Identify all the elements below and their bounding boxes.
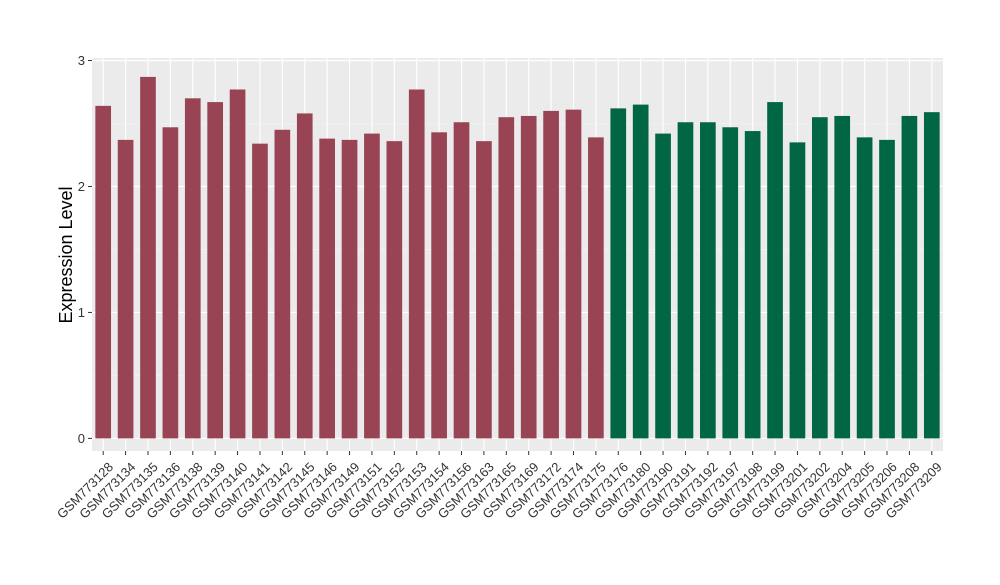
y-tick-label: 3 — [78, 53, 85, 68]
bar-GSM773149 — [341, 139, 358, 439]
bars — [95, 76, 940, 439]
bar-GSM773135 — [140, 76, 156, 439]
bar-GSM773180 — [632, 104, 649, 439]
bar-GSM773176 — [610, 108, 627, 439]
bar-GSM773141 — [252, 143, 268, 439]
bar-GSM773205 — [856, 137, 873, 439]
x-axis-ticks: GSM773128GSM773134GSM773135GSM773136GSM7… — [54, 451, 945, 522]
bar-GSM773209 — [923, 112, 940, 439]
bar-GSM773199 — [767, 102, 783, 439]
bar-GSM773142 — [274, 129, 291, 439]
bar-GSM773190 — [655, 133, 671, 439]
bar-GSM773163 — [476, 141, 492, 439]
y-axis-ticks: 0 1 2 3 — [78, 53, 92, 446]
bar-GSM773175 — [588, 137, 604, 439]
bar-GSM773208 — [901, 115, 918, 439]
bar-GSM773197 — [722, 127, 739, 439]
bar-GSM773201 — [789, 142, 806, 439]
bar-GSM773140 — [229, 89, 246, 439]
y-tick-label: 0 — [78, 431, 85, 446]
bar-GSM773191 — [677, 122, 694, 439]
bar-GSM773198 — [744, 131, 761, 439]
bar-GSM773145 — [296, 113, 313, 439]
y-tick-label: 2 — [78, 179, 85, 194]
bar-GSM773134 — [117, 139, 134, 439]
bar-GSM773136 — [162, 127, 179, 439]
bar-GSM773192 — [700, 122, 716, 439]
bar-GSM773151 — [364, 133, 380, 439]
bar-GSM773165 — [498, 117, 515, 439]
bar-GSM773146 — [319, 138, 335, 439]
bar-GSM773156 — [453, 122, 470, 439]
bar-GSM773128 — [95, 105, 112, 439]
bar-GSM773138 — [184, 98, 201, 439]
bar-GSM773152 — [386, 141, 403, 439]
bar-GSM773153 — [408, 89, 425, 439]
y-tick-label: 1 — [78, 305, 85, 320]
bar-GSM773139 — [207, 102, 224, 439]
bar-GSM773154 — [431, 132, 447, 439]
y-axis-title: Expression Level — [56, 186, 76, 323]
bar-GSM773174 — [565, 109, 582, 439]
bar-GSM773202 — [811, 117, 828, 439]
bar-GSM773206 — [879, 139, 895, 439]
bar-GSM773172 — [543, 110, 559, 439]
bar-GSM773204 — [834, 115, 851, 439]
bar-GSM773169 — [520, 115, 537, 439]
